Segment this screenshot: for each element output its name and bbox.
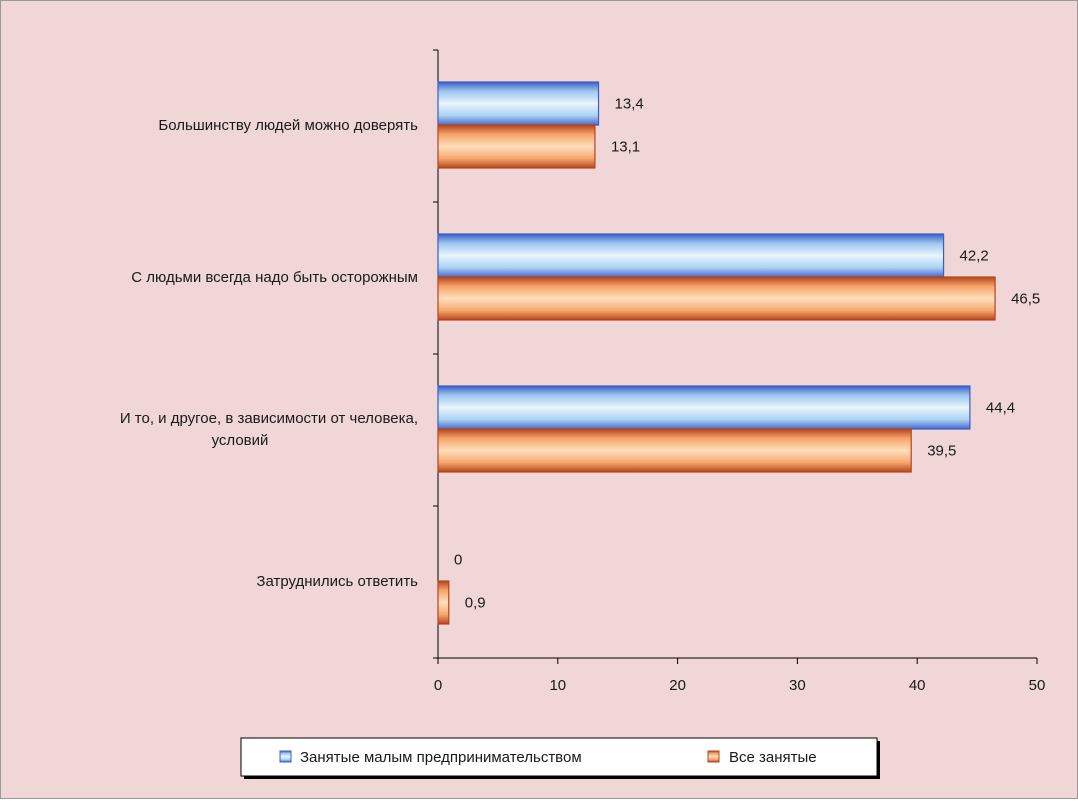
x-tick-label: 50 [1029, 677, 1046, 694]
category-label: Затруднились ответить [256, 573, 418, 590]
bar-2 [437, 124, 596, 169]
legend: Занятые малым предпринимательством Все за… [240, 737, 880, 779]
data-label: 46,5 [1011, 291, 1040, 308]
bar-2 [437, 428, 912, 473]
legend-label: Все занятые [729, 749, 817, 766]
data-label: 44,4 [986, 400, 1015, 417]
x-tick-label: 10 [549, 677, 566, 694]
legend-box [240, 737, 878, 777]
x-tick-label: 20 [669, 677, 686, 694]
data-label: 0,9 [465, 595, 486, 612]
legend-swatch-2 [707, 750, 720, 763]
bar-1 [437, 233, 945, 278]
category-label: С людьми всегда надо быть осторожным [131, 269, 418, 286]
bar-1 [437, 385, 971, 430]
x-tick-label: 30 [789, 677, 806, 694]
bars-group [437, 81, 996, 625]
legend-label: Занятые малым предпринимательством [300, 749, 582, 766]
legend-swatch-1 [279, 750, 292, 763]
x-tick-label: 0 [434, 677, 442, 694]
data-label: 39,5 [927, 443, 956, 460]
bar-2 [437, 580, 450, 625]
bar-2 [437, 276, 996, 321]
data-label: 13,4 [615, 96, 644, 113]
data-label: 42,2 [960, 248, 989, 265]
category-label: И то, и другое, в зависимости от человек… [120, 410, 418, 427]
x-tick-label: 40 [909, 677, 926, 694]
data-label: 0 [454, 552, 462, 569]
bar-1 [437, 81, 600, 126]
category-label: условий [212, 432, 269, 449]
category-label: Большинству людей можно доверять [158, 117, 418, 134]
data-label: 13,1 [611, 139, 640, 156]
labels-group: Большинству людей можно доверять С людьми… [120, 96, 1040, 612]
